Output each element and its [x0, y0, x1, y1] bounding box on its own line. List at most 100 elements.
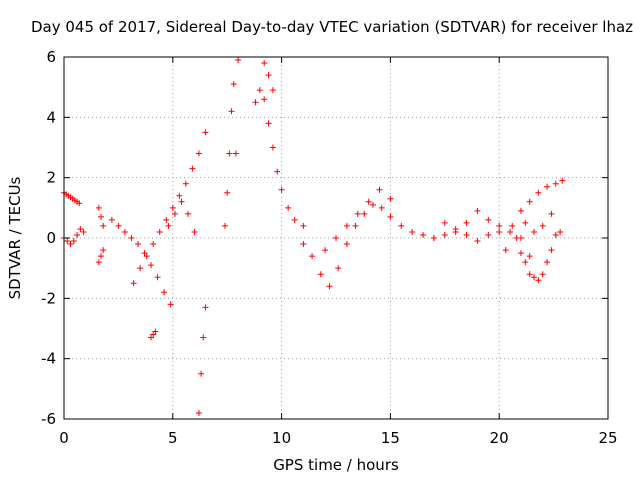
data-point	[343, 241, 350, 248]
data-point	[333, 235, 339, 241]
data-point	[130, 280, 137, 287]
series-arc-j	[222, 81, 237, 229]
data-point	[100, 247, 107, 254]
series-arc-b	[61, 225, 87, 248]
data-point	[531, 274, 538, 281]
data-point	[185, 210, 192, 217]
data-point	[108, 216, 115, 223]
data-point	[163, 216, 170, 223]
data-point	[76, 200, 83, 207]
data-point	[398, 222, 405, 229]
data-point	[376, 186, 383, 193]
x-tick-label: 0	[59, 429, 69, 447]
data-point	[517, 207, 524, 214]
data-point	[80, 228, 87, 235]
data-point	[300, 241, 307, 248]
data-point	[150, 241, 157, 248]
data-point	[544, 183, 551, 190]
data-point	[463, 231, 470, 238]
data-point	[152, 328, 159, 335]
data-point	[202, 304, 209, 311]
data-point	[95, 259, 102, 266]
data-point	[535, 189, 542, 196]
x-tick-label: 25	[598, 429, 617, 447]
data-point	[502, 247, 509, 254]
data-point	[95, 204, 102, 211]
x-tick-label: 10	[272, 429, 291, 447]
data-point	[378, 204, 385, 211]
data-point	[230, 81, 237, 88]
data-point	[354, 210, 361, 217]
data-point	[361, 210, 368, 217]
data-point	[291, 216, 298, 223]
series-arc-p	[430, 207, 509, 254]
data-point	[420, 231, 427, 238]
data-point	[128, 235, 135, 241]
data-point	[552, 231, 559, 238]
series-arc-o	[322, 186, 394, 254]
data-point	[265, 120, 272, 127]
data-point	[269, 144, 276, 151]
data-point	[228, 108, 235, 115]
y-tick-label: 2	[46, 169, 56, 187]
data-point	[496, 222, 503, 229]
data-point	[474, 238, 481, 245]
series-arc-r	[509, 222, 533, 266]
data-point	[70, 238, 77, 245]
series-arc-h	[165, 198, 198, 235]
data-point	[285, 204, 292, 211]
data-point	[137, 265, 144, 272]
data-point	[513, 235, 520, 241]
data-point	[235, 57, 242, 64]
data-point	[156, 228, 163, 235]
series-arc-k	[232, 57, 242, 157]
data-point	[198, 370, 205, 377]
data-point	[97, 253, 104, 260]
data-point	[509, 222, 516, 229]
data-point	[548, 210, 555, 217]
series-arc-t	[517, 177, 566, 214]
data-point	[535, 277, 542, 284]
y-tick-label: -4	[41, 350, 56, 368]
data-point	[552, 180, 559, 187]
data-point	[441, 219, 448, 226]
data-point	[559, 177, 566, 184]
x-tick-label: 15	[381, 429, 400, 447]
data-point	[496, 228, 503, 235]
series-arc-d	[95, 204, 107, 229]
data-point	[154, 274, 161, 281]
data-point	[522, 219, 529, 226]
data-point	[191, 228, 198, 235]
data-point	[300, 222, 307, 229]
data-point	[232, 150, 239, 157]
chart-title: Day 045 of 2017, Sidereal Day-to-day VTE…	[31, 18, 633, 36]
y-tick-label: 6	[46, 48, 56, 66]
series-arc-g	[148, 328, 159, 341]
x-axis-label: GPS time / hours	[273, 456, 399, 474]
data-point	[507, 228, 514, 235]
data-point	[452, 225, 459, 232]
data-point	[539, 222, 546, 229]
x-tick-labels: 0 5 10 15 20 25	[59, 429, 617, 447]
data-point	[485, 231, 492, 238]
data-point	[202, 129, 209, 136]
data-point	[115, 222, 122, 229]
data-point	[557, 228, 564, 235]
data-point	[352, 222, 359, 229]
series-arc-l	[252, 87, 307, 229]
data-point	[261, 96, 268, 103]
data-point	[365, 198, 372, 205]
series-arc-i	[195, 304, 209, 416]
series-arc-a	[61, 189, 83, 207]
data-point	[167, 301, 174, 308]
data-point	[121, 228, 128, 235]
series-arc-f	[130, 129, 209, 287]
data-point	[161, 289, 168, 296]
data-point	[326, 283, 333, 290]
data-point	[317, 271, 324, 278]
data-point	[526, 198, 533, 205]
y-tick-label: -6	[41, 410, 56, 428]
data-point	[171, 210, 178, 217]
data-point	[522, 259, 529, 266]
data-point	[474, 207, 481, 214]
